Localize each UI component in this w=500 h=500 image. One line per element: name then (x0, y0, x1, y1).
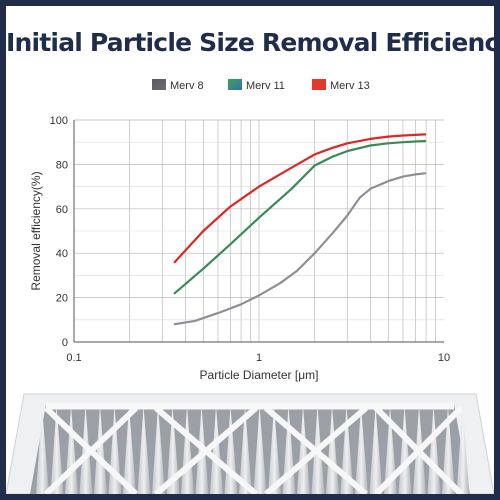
y-axis-title: Removal efficiency(%) (29, 171, 43, 290)
chart-grid (74, 119, 444, 342)
y-tick-label: 80 (56, 159, 68, 171)
filter-pleat (326, 406, 339, 494)
filter-pleat (94, 406, 107, 494)
legend-swatch-merv-8 (152, 79, 166, 90)
chart-legend: Merv 8 Merv 11 Merv 13 (152, 79, 370, 92)
filter-pleat (123, 406, 136, 494)
y-tick-label: 0 (62, 337, 68, 349)
y-tick-label: 20 (56, 293, 68, 305)
filter-pleat (210, 406, 223, 494)
filter-pleat (297, 406, 310, 494)
series-line-merv-13 (173, 133, 427, 264)
chart-series (173, 133, 427, 326)
filter-pleat (355, 406, 368, 494)
filter-support-strip (43, 405, 139, 494)
x-tick-label: 10 (438, 352, 450, 364)
filter-pleat (442, 406, 455, 494)
filter-pleat (152, 406, 165, 494)
chart-axes (73, 120, 444, 343)
series-line-merv-8 (173, 172, 427, 326)
y-tick-label: 60 (56, 204, 68, 216)
axis-labels: 0 20 40 60 80 100 0.1 1 10 Particle Diameter [μm]… (29, 115, 450, 382)
legend-swatch-merv-13 (312, 79, 326, 90)
legend-label-merv-8: Merv 8 (170, 80, 204, 92)
y-tick-label: 40 (56, 248, 68, 260)
infographic-card: Initial Particle Size Removal Efficiency… (6, 6, 500, 494)
filter-pleat (369, 406, 383, 494)
air-filter-image (6, 393, 494, 494)
filter-support-strip (154, 405, 258, 494)
filter-pleat (36, 406, 49, 494)
legend-label-merv-13: Merv 13 (330, 80, 370, 92)
filter-support-strip (264, 405, 368, 494)
x-tick-label: 1 (256, 352, 262, 364)
filter-support-strip (373, 405, 464, 494)
x-tick-label: 0.1 (66, 352, 81, 364)
filter-pleat (166, 406, 180, 494)
filter-pleat (239, 406, 252, 494)
x-axis-title: Particle Diameter [μm] (200, 368, 319, 382)
line-chart: Merv 8 Merv 11 Merv 13 0 20 40 60 80 100 0.1 1 10 P… (6, 79, 494, 494)
series-line-merv-11 (173, 140, 427, 295)
filter-pleat (137, 406, 151, 494)
filter-pleat (50, 406, 64, 494)
filter-pleat (253, 406, 267, 494)
y-tick-label: 100 (50, 115, 68, 127)
legend-swatch-merv-11 (228, 79, 242, 90)
filter-pleat (456, 406, 470, 494)
page-title: Initial Particle Size Removal Efficiency (6, 28, 500, 57)
filter-pleat (268, 406, 281, 494)
legend-label-merv-11: Merv 11 (246, 80, 285, 92)
